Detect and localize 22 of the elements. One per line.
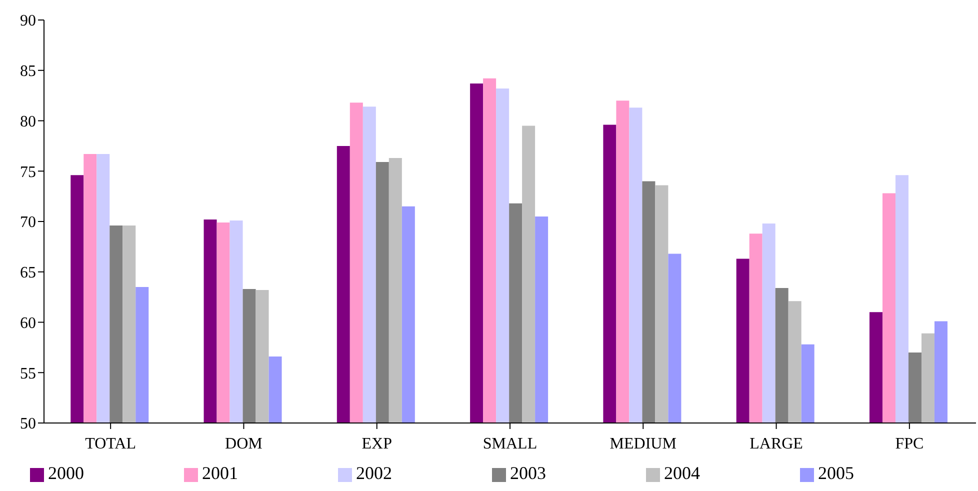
y-tick-label: 75 [20, 164, 36, 181]
y-tick-label: 55 [20, 365, 36, 382]
x-tick-label: SMALL [482, 435, 538, 452]
y-tick-label: 65 [20, 264, 36, 282]
x-tick-label: DOM [225, 435, 262, 452]
y-tick-label: 90 [20, 12, 36, 30]
x-tick-label: EXP [362, 435, 392, 452]
legend-label: 2005 [818, 463, 854, 483]
x-tick-label: LARGE [750, 435, 803, 452]
legend-label: 2000 [48, 463, 84, 483]
y-tick-label: 80 [20, 113, 36, 130]
legend-label: 2001 [202, 463, 238, 483]
legend-label: 2002 [356, 463, 392, 483]
y-tick-label: 50 [20, 416, 36, 433]
y-tick-label: 70 [20, 214, 36, 232]
legend-label: 2004 [664, 463, 700, 483]
legend-label: 2003 [510, 463, 546, 483]
y-tick-label: 60 [20, 314, 36, 332]
y-tick-label: 85 [20, 63, 36, 80]
x-tick-label: FPC [895, 435, 924, 452]
x-tick-label: MEDIUM [610, 435, 676, 452]
x-tick-label: TOTAL [85, 435, 136, 452]
